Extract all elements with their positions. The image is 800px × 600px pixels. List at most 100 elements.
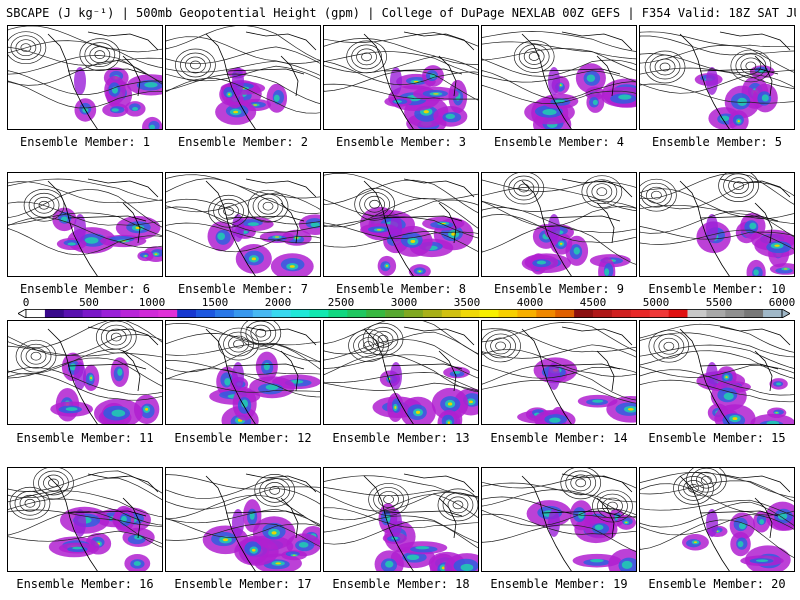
colorbar-swatch [404,309,424,318]
colorbar-swatch [271,309,291,318]
ensemble-member-label: Ensemble Member: 12 [174,431,312,445]
map-title: SBCAPE (J kg⁻¹) | 500mb Geopotential Hei… [6,6,796,20]
coastlines [205,473,317,571]
colorbar-tick-label: 2000 [264,296,292,309]
cape-shading [524,63,636,129]
colorbar-swatch [574,309,594,318]
ensemble-member-label: Ensemble Member: 16 [16,577,154,591]
coastlines [521,178,633,276]
colorbar-swatch [649,309,669,318]
colorbar-tick-label: 3000 [390,296,418,309]
ensemble-member-label: Ensemble Member: 17 [174,577,312,591]
cape-shading [50,352,160,424]
cape-shading [521,214,631,276]
coastlines [47,31,159,129]
coastlines [47,178,159,276]
coastlines [205,178,317,276]
colorbar-swatch [101,309,121,318]
colorbar-swatch [385,309,405,318]
colorbar-swatch [687,309,707,318]
coastlines [363,178,475,276]
height-contours [324,475,478,549]
ensemble-member-label: Ensemble Member: 2 [177,135,309,149]
ensemble-map-panel [639,25,795,130]
ensemble-member-label: Ensemble Member: 20 [648,577,786,591]
ensemble-map-panel [165,467,321,572]
ensemble-map-panel [481,25,637,130]
ensemble-member-label: Ensemble Member: 11 [16,431,154,445]
colorbar-swatch [347,309,367,318]
ensemble-member-label: Ensemble Member: 5 [651,135,783,149]
colorbar-swatch [366,309,386,318]
colorbar-swatch [177,309,197,318]
cape-shading [384,65,468,129]
colorbar-swatch [593,309,613,318]
colorbar-swatch [517,309,537,318]
colorbar-swatch [555,309,575,318]
ensemble-member-label: Ensemble Member: 9 [493,282,625,296]
ensemble-member-label: Ensemble Member: 3 [335,135,467,149]
colorbar-tick-label: 5000 [642,296,670,309]
height-contours [8,468,162,548]
ensemble-member-label: Ensemble Member: 10 [648,282,786,296]
colorbar-tick-label: 2500 [327,296,355,309]
colorbar-swatch [120,309,140,318]
colorbar-swatch [763,309,783,318]
colorbar-swatch [215,309,235,318]
ensemble-map-panel [165,172,321,277]
colorbar-tick-label: 0 [22,296,30,309]
ensemble-member-label: Ensemble Member: 14 [490,431,628,445]
colorbar-tick-label: 1000 [138,296,166,309]
colorbar-tick-label: 4500 [579,296,607,309]
colorbar-swatch [158,309,178,318]
ensemble-member-label: Ensemble Member: 4 [493,135,625,149]
coastlines [521,473,633,571]
height-contours [166,321,320,398]
colorbar-tick-label: 5500 [705,296,733,309]
height-contours [482,468,636,553]
height-contours [166,26,320,114]
ensemble-map-panel [165,320,321,425]
colorbar-swatch [536,309,556,318]
cape-shading [374,503,478,571]
ensemble-member-label: Ensemble Member: 8 [335,282,467,296]
ensemble-map-panel [481,467,637,572]
cape-shading [48,505,155,571]
colorbar-swatch [744,309,764,318]
height-contours [482,173,636,265]
height-contours [324,32,478,101]
ensemble-member-label: Ensemble Member: 7 [177,282,309,296]
cape-shading [207,214,320,276]
coastlines [363,326,475,424]
ensemble-member-label: Ensemble Member: 18 [332,577,470,591]
coastlines [205,326,317,424]
height-contours [8,321,162,401]
colorbar-swatch [328,309,348,318]
colorbar-swatch [706,309,726,318]
colorbar-swatch [422,309,443,318]
ensemble-member-label: Ensemble Member: 15 [648,431,786,445]
ensemble-map-panel [639,172,795,277]
colorbar-swatch [63,309,83,318]
colorbar-swatch [611,309,632,318]
ensemble-map-panel [7,25,163,130]
cape-shading [74,67,162,129]
ensemble-member-label: Ensemble Member: 6 [19,282,151,296]
coastlines [47,473,159,571]
cape-shading [682,501,794,571]
ensemble-map-panel [481,320,637,425]
colorbar-swatch [26,309,46,318]
ensemble-map-panel [323,25,479,130]
colorbar-tick-label: 500 [79,296,99,309]
ensemble-map-panel [639,467,795,572]
ensemble-map-panel [7,320,163,425]
colorbar-swatch [630,309,650,318]
colorbar-swatch [441,309,461,318]
colorbar-swatch [668,309,688,318]
ensemble-map-panel [481,172,637,277]
colorbar-swatch [498,309,518,318]
cape-shading [372,362,478,424]
colorbar-tick-label: 3500 [453,296,481,309]
coastlines [47,326,159,424]
colorbar-tick-label: 6000 [768,296,796,309]
